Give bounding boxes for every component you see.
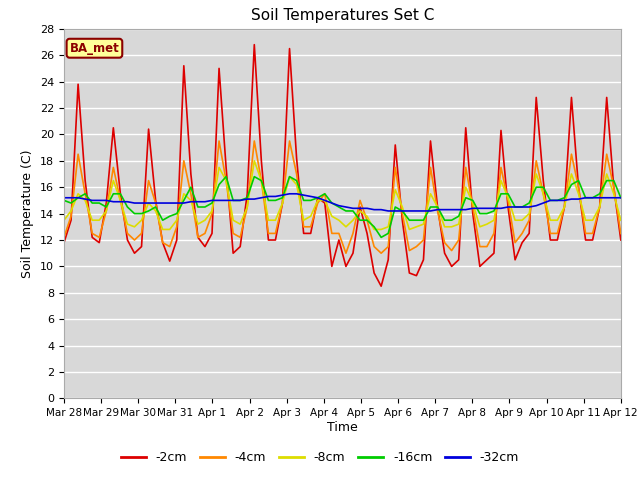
Text: BA_met: BA_met	[70, 42, 119, 55]
X-axis label: Time: Time	[327, 421, 358, 434]
Title: Soil Temperatures Set C: Soil Temperatures Set C	[251, 9, 434, 24]
Y-axis label: Soil Temperature (C): Soil Temperature (C)	[22, 149, 35, 278]
Legend: -2cm, -4cm, -8cm, -16cm, -32cm: -2cm, -4cm, -8cm, -16cm, -32cm	[116, 446, 524, 469]
